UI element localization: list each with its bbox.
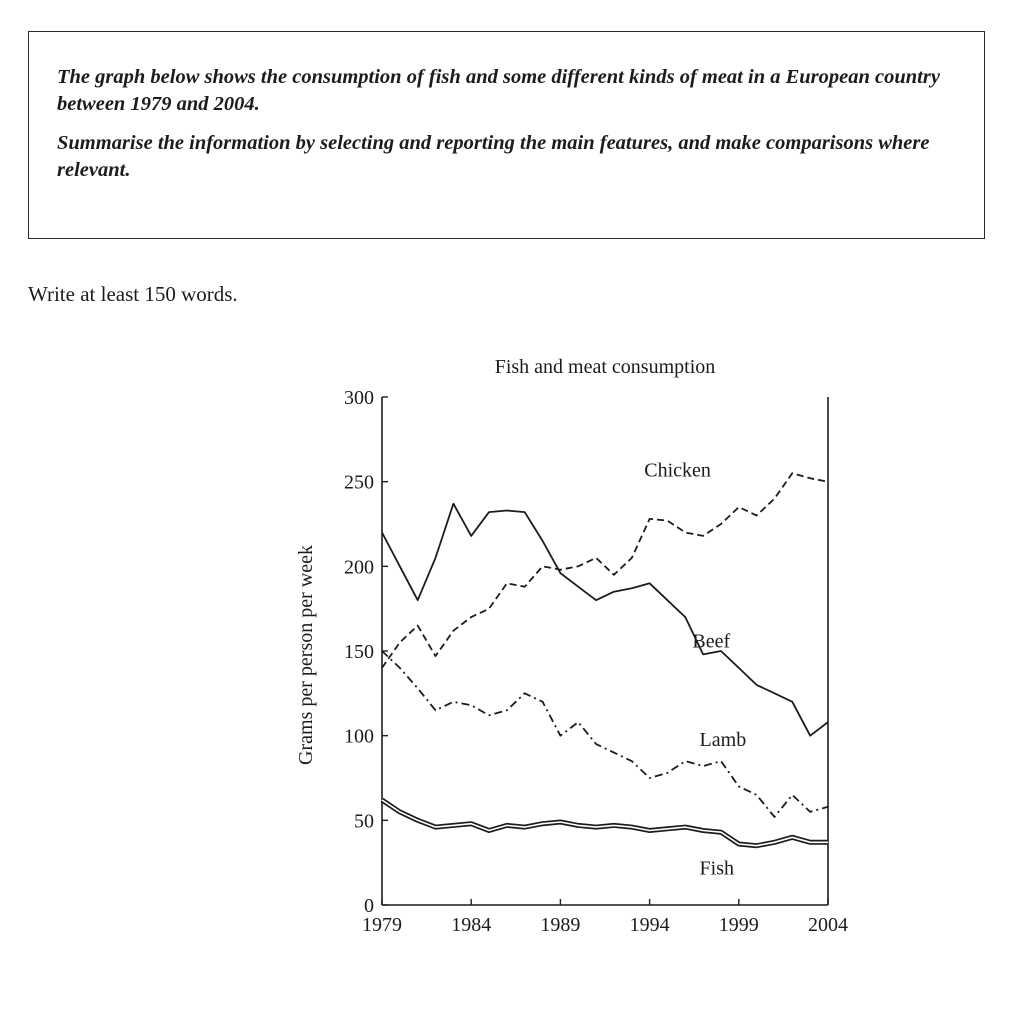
- fish-line-inner: [381, 799, 828, 847]
- y-tick-label: 50: [354, 810, 374, 832]
- x-tick-label: 1994: [630, 914, 670, 936]
- y-tick-label: 300: [344, 387, 374, 409]
- word-count-instruction: Write at least 150 words.: [28, 282, 238, 306]
- chicken-line: [381, 472, 829, 669]
- x-tick-label: 1999: [719, 914, 759, 936]
- y-tick-label: 100: [344, 726, 374, 748]
- line-chart: Fish and meat consumption Grams per pers…: [270, 345, 870, 985]
- task-instruction: Summarise the information by selecting a…: [57, 132, 930, 181]
- chart-title: Fish and meat consumption: [495, 356, 716, 378]
- chart-svg: Fish and meat consumption Grams per pers…: [295, 356, 848, 936]
- axes: 0 50 100 150 200 250 300 1979 1984 1989 1994 1999 20…: [344, 387, 848, 936]
- beef-line: [381, 502, 829, 737]
- lamb-series-label: Lamb: [700, 729, 747, 751]
- x-tick-label: 2004: [808, 914, 848, 936]
- beef-series-label: Beef: [692, 631, 730, 653]
- y-tick-label: 250: [344, 472, 374, 494]
- lamb-line: [381, 650, 829, 818]
- x-tick-label: 1989: [540, 914, 580, 936]
- y-axis-label: Grams per person per week: [295, 545, 317, 765]
- y-tick-label: 150: [344, 641, 374, 663]
- series-group: [380, 472, 829, 849]
- chicken-series-label: Chicken: [644, 460, 711, 482]
- x-tick-label: 1984: [451, 914, 491, 936]
- task-description: The graph below shows the consumption of…: [57, 66, 940, 115]
- y-tick-label: 0: [364, 895, 374, 917]
- task-box: The graph below shows the consumption of…: [28, 31, 985, 239]
- x-tick-label: 1979: [362, 914, 402, 936]
- y-tick-label: 200: [344, 556, 374, 578]
- fish-series-label: Fish: [700, 858, 734, 880]
- fish-line-outer: [380, 797, 828, 849]
- series-labels: Chicken Beef Lamb Fish: [644, 460, 746, 880]
